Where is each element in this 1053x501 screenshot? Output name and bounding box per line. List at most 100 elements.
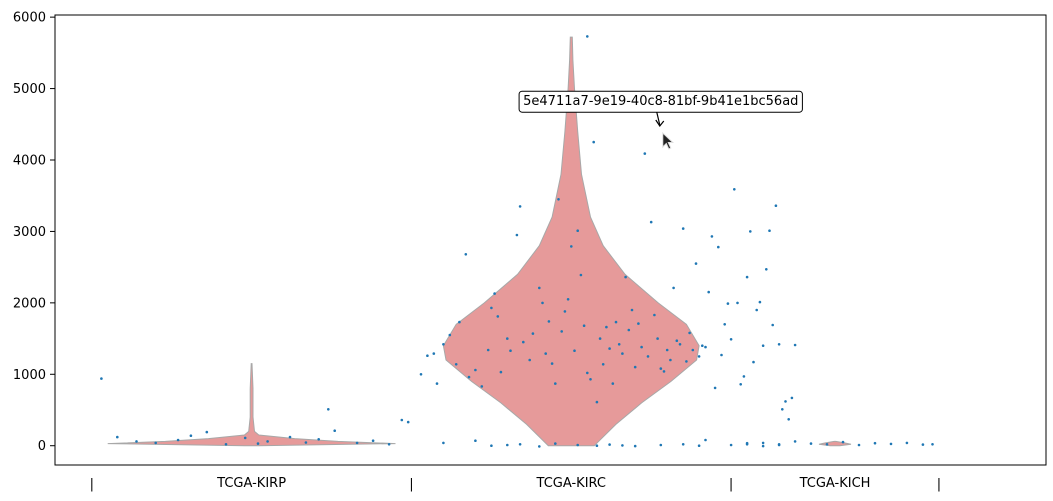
data-point[interactable] — [761, 441, 765, 445]
data-point[interactable] — [490, 444, 493, 448]
data-point[interactable] — [640, 345, 643, 349]
data-point[interactable] — [624, 275, 627, 279]
data-point[interactable] — [761, 344, 765, 348]
data-point[interactable] — [669, 358, 672, 362]
data-point[interactable] — [697, 355, 701, 358]
data-point[interactable] — [598, 337, 602, 340]
data-point[interactable] — [327, 408, 330, 411]
data-point[interactable] — [528, 358, 531, 362]
data-point[interactable] — [432, 352, 436, 355]
data-point[interactable] — [304, 441, 308, 444]
data-point[interactable] — [541, 301, 544, 305]
data-point[interactable] — [841, 440, 845, 444]
data-point[interactable] — [704, 345, 707, 349]
data-point[interactable] — [685, 360, 688, 363]
data-point[interactable] — [538, 445, 541, 448]
data-point[interactable] — [793, 343, 797, 347]
data-point[interactable] — [781, 408, 784, 411]
data-point[interactable] — [557, 198, 560, 201]
data-point[interactable] — [406, 420, 410, 424]
data-point[interactable] — [224, 443, 228, 446]
data-point[interactable] — [726, 302, 730, 305]
data-point[interactable] — [627, 328, 631, 332]
data-point[interactable] — [729, 443, 733, 447]
data-point[interactable] — [745, 443, 749, 446]
data-point[interactable] — [755, 308, 758, 312]
data-point[interactable] — [595, 400, 599, 404]
data-point[interactable] — [563, 310, 567, 313]
data-point[interactable] — [630, 308, 634, 312]
data-point[interactable] — [675, 339, 679, 343]
data-point[interactable] — [621, 444, 624, 447]
data-point[interactable] — [499, 370, 503, 374]
data-point[interactable] — [467, 375, 471, 379]
data-point[interactable] — [448, 333, 452, 337]
data-point[interactable] — [752, 360, 755, 364]
data-point[interactable] — [694, 262, 698, 265]
data-point[interactable] — [595, 444, 599, 448]
data-point[interactable] — [889, 442, 893, 446]
data-point[interactable] — [576, 443, 579, 447]
data-point[interactable] — [931, 443, 934, 446]
data-point[interactable] — [749, 230, 752, 233]
data-point[interactable] — [608, 443, 611, 446]
data-point[interactable] — [480, 385, 484, 388]
data-point[interactable] — [608, 347, 611, 350]
data-point[interactable] — [506, 443, 509, 447]
data-point[interactable] — [736, 301, 739, 305]
data-point[interactable] — [825, 443, 829, 446]
data-point[interactable] — [522, 340, 525, 344]
data-point[interactable] — [720, 353, 723, 357]
data-point[interactable] — [493, 292, 496, 295]
data-point[interactable] — [678, 343, 682, 346]
data-point[interactable] — [176, 438, 180, 442]
data-point[interactable] — [506, 337, 509, 340]
data-point[interactable] — [371, 439, 375, 443]
data-point[interactable] — [205, 430, 209, 434]
data-point[interactable] — [442, 441, 445, 445]
data-point[interactable] — [538, 286, 541, 290]
data-point[interactable] — [665, 348, 669, 352]
data-point[interactable] — [474, 439, 477, 443]
data-point[interactable] — [710, 235, 714, 238]
data-point[interactable] — [672, 286, 675, 290]
data-point[interactable] — [704, 438, 707, 442]
data-point[interactable] — [266, 440, 269, 443]
data-point[interactable] — [486, 348, 490, 352]
data-point[interactable] — [189, 434, 193, 438]
data-point[interactable] — [768, 229, 771, 232]
data-point[interactable] — [458, 320, 461, 324]
data-point[interactable] — [643, 152, 647, 155]
data-point[interactable] — [435, 382, 439, 385]
data-point[interactable] — [605, 325, 608, 329]
data-point[interactable] — [547, 320, 551, 323]
data-point[interactable] — [742, 375, 746, 378]
data-point[interactable] — [723, 323, 726, 326]
data-point[interactable] — [857, 443, 861, 447]
data-point[interactable] — [633, 365, 637, 369]
data-point[interactable] — [614, 320, 618, 324]
data-point[interactable] — [554, 382, 557, 385]
data-point[interactable] — [579, 273, 583, 277]
data-point[interactable] — [589, 378, 592, 381]
data-point[interactable] — [761, 444, 765, 448]
data-point[interactable] — [400, 418, 404, 422]
data-point[interactable] — [701, 344, 704, 348]
data-point[interactable] — [688, 331, 691, 335]
data-point[interactable] — [474, 368, 477, 372]
data-point[interactable] — [586, 371, 589, 375]
data-point[interactable] — [288, 435, 292, 439]
data-point[interactable] — [611, 382, 615, 385]
data-point[interactable] — [637, 322, 640, 325]
data-point[interactable] — [656, 337, 659, 340]
data-point[interactable] — [426, 354, 429, 358]
data-point[interactable] — [355, 441, 359, 445]
data-point[interactable] — [560, 330, 563, 333]
data-point[interactable] — [765, 268, 768, 271]
data-point[interactable] — [873, 441, 877, 445]
data-point[interactable] — [582, 324, 586, 328]
data-point[interactable] — [243, 436, 247, 440]
data-point[interactable] — [653, 313, 656, 317]
data-point[interactable] — [592, 140, 595, 144]
data-point[interactable] — [518, 205, 522, 208]
